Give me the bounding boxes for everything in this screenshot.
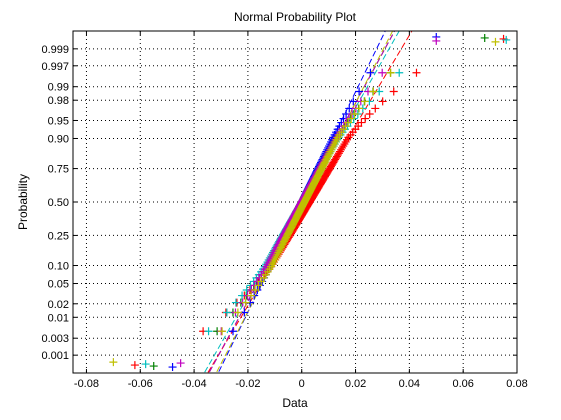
- data-point: [176, 359, 185, 368]
- data-point: [222, 308, 231, 317]
- y-axis-label: Probability: [16, 174, 30, 230]
- data-point: [502, 35, 511, 44]
- data-point: [412, 68, 421, 77]
- data-point: [271, 253, 280, 262]
- data-point: [328, 143, 337, 152]
- data-point: [251, 286, 260, 295]
- data-point: [355, 104, 364, 113]
- y-tick-label: 0.01: [48, 312, 69, 324]
- data-point: [141, 360, 150, 369]
- data-point: [389, 87, 398, 96]
- data-point: [369, 87, 378, 96]
- y-tick-label: 0.50: [48, 197, 69, 209]
- data-point: [329, 142, 338, 151]
- x-tick-label: 0.06: [452, 378, 473, 390]
- data-point: [361, 114, 370, 123]
- data-point: [333, 150, 342, 159]
- y-tick-label: 0.997: [41, 61, 69, 73]
- y-tick-label: 0.999: [41, 44, 69, 56]
- data-point: [241, 298, 250, 307]
- data-point: [360, 97, 369, 106]
- data-point: [270, 255, 279, 264]
- data-point: [204, 327, 213, 336]
- data-point: [274, 248, 283, 257]
- data-point: [357, 118, 366, 127]
- data-point: [491, 37, 500, 46]
- y-tick-label: 0.90: [48, 133, 69, 145]
- data-point: [130, 361, 139, 370]
- y-tick-label: 0.98: [48, 95, 69, 107]
- data-point: [355, 87, 364, 96]
- data-point: [378, 68, 387, 77]
- y-tick-label: 0.001: [41, 350, 69, 362]
- data-point: [371, 104, 380, 113]
- y-tick-label: 0.75: [48, 164, 69, 176]
- reference-line: [203, 31, 400, 373]
- data-point: [432, 36, 441, 45]
- x-tick-label: 0: [299, 378, 305, 390]
- axis-ticks: -0.08 -0.06 -0.04 -0.02 0 0.02 0.04 0.06 0.08 0.0…: [41, 31, 528, 390]
- data-point: [149, 362, 158, 371]
- data-point: [229, 327, 238, 336]
- reference-line: [217, 31, 386, 373]
- data-point: [233, 308, 242, 317]
- x-tick-label: -0.02: [235, 378, 260, 390]
- series-markers: [109, 37, 500, 367]
- data-point: [325, 149, 334, 158]
- data-point: [365, 109, 374, 118]
- data-point: [327, 145, 336, 154]
- data-point: [395, 68, 404, 77]
- data-point: [349, 97, 358, 106]
- y-tick-label: 0.99: [48, 82, 69, 94]
- data-markers: [109, 32, 511, 372]
- data-point: [324, 150, 333, 159]
- data-point: [273, 250, 282, 259]
- x-tick-label: -0.04: [182, 378, 207, 390]
- data-point: [339, 142, 348, 151]
- plot-area: [73, 31, 517, 373]
- y-tick-label: 0.05: [48, 279, 69, 291]
- data-point: [386, 68, 395, 77]
- data-point: [272, 252, 281, 261]
- data-point: [378, 97, 387, 106]
- x-tick-label: -0.06: [128, 378, 153, 390]
- x-axis-label: Data: [282, 396, 308, 410]
- data-point: [480, 33, 489, 42]
- chart-title: Normal Probability Plot: [234, 10, 357, 24]
- x-tick-label: 0.08: [506, 378, 527, 390]
- y-tick-label: 0.10: [48, 261, 69, 273]
- data-point: [350, 109, 359, 118]
- data-point: [326, 147, 335, 156]
- data-point: [109, 358, 118, 367]
- y-tick-label: 0.25: [48, 230, 69, 242]
- y-tick-label: 0.02: [48, 299, 69, 311]
- data-point: [347, 114, 356, 123]
- y-tick-label: 0.95: [48, 115, 69, 127]
- x-tick-label: -0.08: [74, 378, 99, 390]
- data-point: [247, 291, 256, 300]
- data-point: [231, 298, 240, 307]
- x-tick-label: 0.02: [345, 378, 366, 390]
- data-point: [366, 68, 375, 77]
- data-point: [218, 327, 227, 336]
- data-point: [168, 363, 177, 372]
- y-tick-label: 0.003: [41, 333, 69, 345]
- x-tick-label: 0.04: [399, 378, 420, 390]
